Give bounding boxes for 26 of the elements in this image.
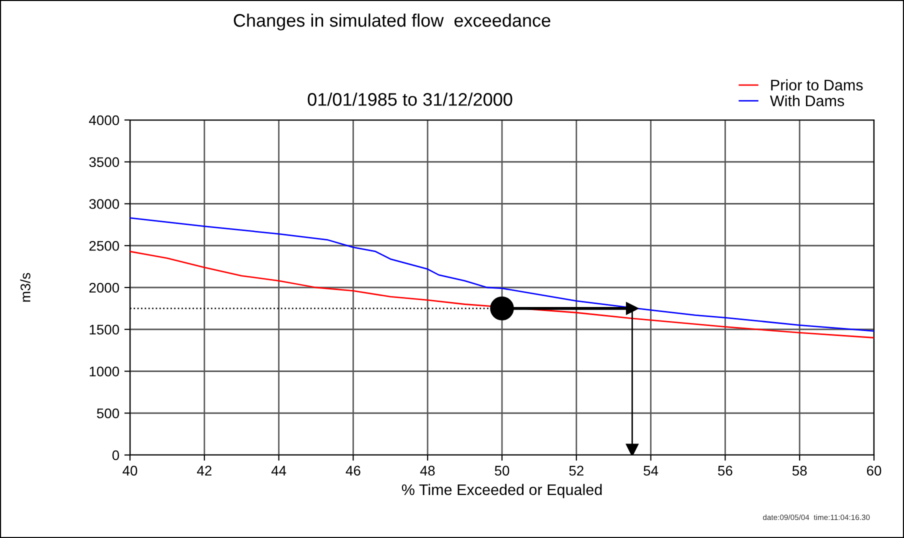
- y-tick-label: 3000: [89, 199, 120, 209]
- x-tick-label: 56: [718, 466, 732, 476]
- y-tick-label: 4000: [89, 115, 120, 126]
- x-tick-label: 48: [420, 466, 435, 476]
- y-tick-label: 3500: [89, 157, 120, 168]
- legend-label: Prior to Dams: [771, 79, 863, 91]
- x-tick-label: 50: [494, 466, 510, 476]
- y-tick-label: 2000: [89, 282, 120, 293]
- y-tick-label: 500: [96, 408, 120, 418]
- y-axis-title: m3/s: [20, 272, 30, 302]
- x-tick-label: 54: [644, 466, 658, 476]
- y-tick-label: 1000: [90, 366, 120, 376]
- x-tick-label: 60: [866, 466, 882, 476]
- x-tick-label: 58: [792, 466, 807, 476]
- x-axis-title: % Time Exceeded or Equaled: [402, 484, 602, 498]
- chart-subtitle: 01/01/1985 to 31/12/2000: [308, 92, 512, 106]
- y-tick-label: 2500: [89, 240, 120, 251]
- chart-title: Changes in simulated flow exceedance: [234, 14, 550, 30]
- x-tick-label: 44: [271, 466, 286, 476]
- y-tick-label: 1500: [90, 324, 120, 335]
- x-tick-label: 40: [122, 466, 138, 476]
- y-tick-label: 0: [112, 450, 120, 460]
- legend-label: With Dams: [770, 95, 844, 106]
- x-tick-label: 42: [196, 466, 212, 476]
- x-tick-label: 46: [346, 466, 360, 476]
- x-tick-label: 52: [569, 466, 584, 476]
